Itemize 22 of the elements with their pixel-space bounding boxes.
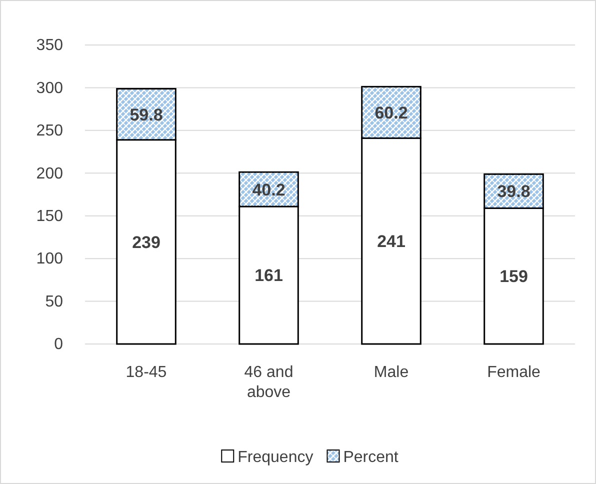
data-label: 60.2 xyxy=(374,103,408,122)
data-label: 40.2 xyxy=(252,180,286,200)
y-tick-label: 350 xyxy=(36,37,64,54)
data-label: 159 xyxy=(500,267,528,286)
y-tick-label: 150 xyxy=(36,208,64,225)
legend-label: Frequency xyxy=(238,449,314,466)
x-tick-label: Female xyxy=(487,364,541,381)
x-tick-label: 18-45 xyxy=(126,364,167,381)
y-tick-label: 50 xyxy=(45,293,64,310)
y-tick-label: 200 xyxy=(36,165,64,182)
legend-label: Percent xyxy=(343,449,399,466)
data-label: 39.8 xyxy=(497,182,530,202)
x-tick-label: 46 and above xyxy=(244,364,294,401)
data-label: 241 xyxy=(377,232,406,252)
data-label: 239 xyxy=(132,232,160,252)
y-tick-label: 100 xyxy=(36,250,64,268)
x-tick-label: Male xyxy=(374,364,409,381)
y-tick-label: 0 xyxy=(54,336,64,354)
y-tick-label: 250 xyxy=(36,122,64,140)
data-label: 161 xyxy=(254,266,283,286)
y-tick-label: 300 xyxy=(36,80,64,97)
data-label: 59.8 xyxy=(130,105,163,124)
